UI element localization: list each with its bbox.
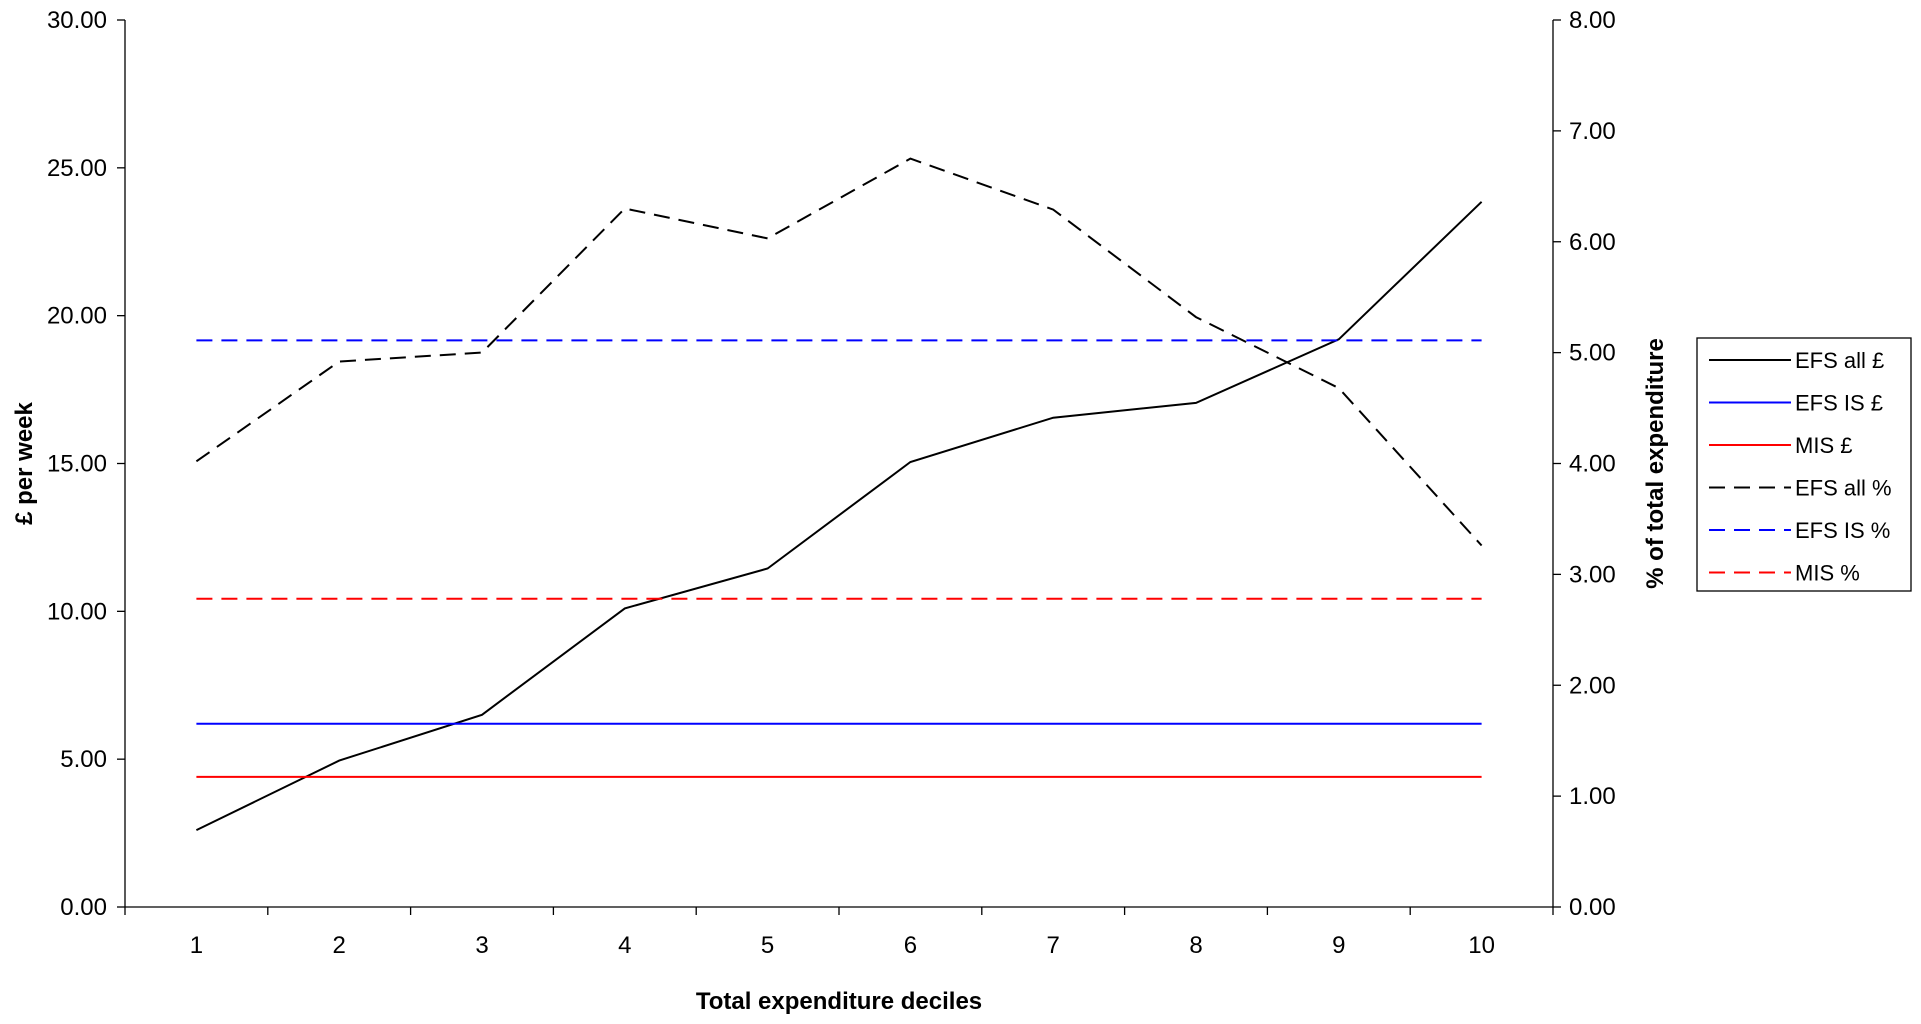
y-tick-label: 0.00 [60, 894, 107, 921]
y-tick-label: 20.00 [47, 303, 107, 330]
legend-box [1696, 337, 1912, 592]
x-tick-label: 2 [333, 932, 346, 959]
legend-label: EFS all £ [1795, 348, 1884, 373]
legend-label: EFS IS £ [1795, 391, 1883, 416]
y2-tick-label: 4.00 [1569, 451, 1616, 478]
x-tick-label: 4 [618, 932, 631, 959]
x-tick-label: 7 [1047, 932, 1060, 959]
legend-label: EFS IS % [1795, 518, 1890, 543]
x-tick-label: 5 [761, 932, 774, 959]
y2-tick-label: 3.00 [1569, 561, 1616, 588]
y-tick-label: 30.00 [47, 7, 107, 34]
y2-tick-label: 7.00 [1569, 118, 1616, 145]
x-tick-label: 1 [190, 932, 203, 959]
legend-label: EFS all % [1795, 476, 1892, 501]
axes: 0.005.0010.0015.0020.0025.0030.000.001.0… [47, 7, 1616, 959]
y-tick-label: 10.00 [47, 598, 107, 625]
x-axis-title: Total expenditure deciles [696, 988, 982, 1015]
y-axis-title: £ per week [11, 401, 38, 524]
y2-tick-label: 1.00 [1569, 783, 1616, 810]
x-tick-label: 6 [904, 932, 917, 959]
y2-tick-label: 5.00 [1569, 340, 1616, 367]
y2-tick-label: 6.00 [1569, 229, 1616, 256]
y-tick-label: 5.00 [60, 746, 107, 773]
x-tick-label: 3 [475, 932, 488, 959]
legend-label: MIS % [1795, 561, 1860, 586]
legend: EFS all £ EFS IS £ MIS £ EFS all % EFS IS % M… [1696, 337, 1912, 592]
series-lines [195, 157, 1483, 831]
y2-tick-label: 8.00 [1569, 7, 1616, 34]
x-tick-label: 10 [1468, 932, 1495, 959]
y2-tick-label: 0.00 [1569, 894, 1616, 921]
legend-label: MIS £ [1795, 433, 1852, 458]
series-line-4 [195, 157, 1483, 547]
y-tick-label: 25.00 [47, 155, 107, 182]
y2-tick-label: 2.00 [1569, 672, 1616, 699]
y2-axis-title: % of total expenditure [1642, 338, 1669, 589]
series-line-1 [195, 201, 1483, 831]
x-tick-label: 8 [1189, 932, 1202, 959]
x-tick-label: 9 [1332, 932, 1345, 959]
y-tick-label: 15.00 [47, 451, 107, 478]
